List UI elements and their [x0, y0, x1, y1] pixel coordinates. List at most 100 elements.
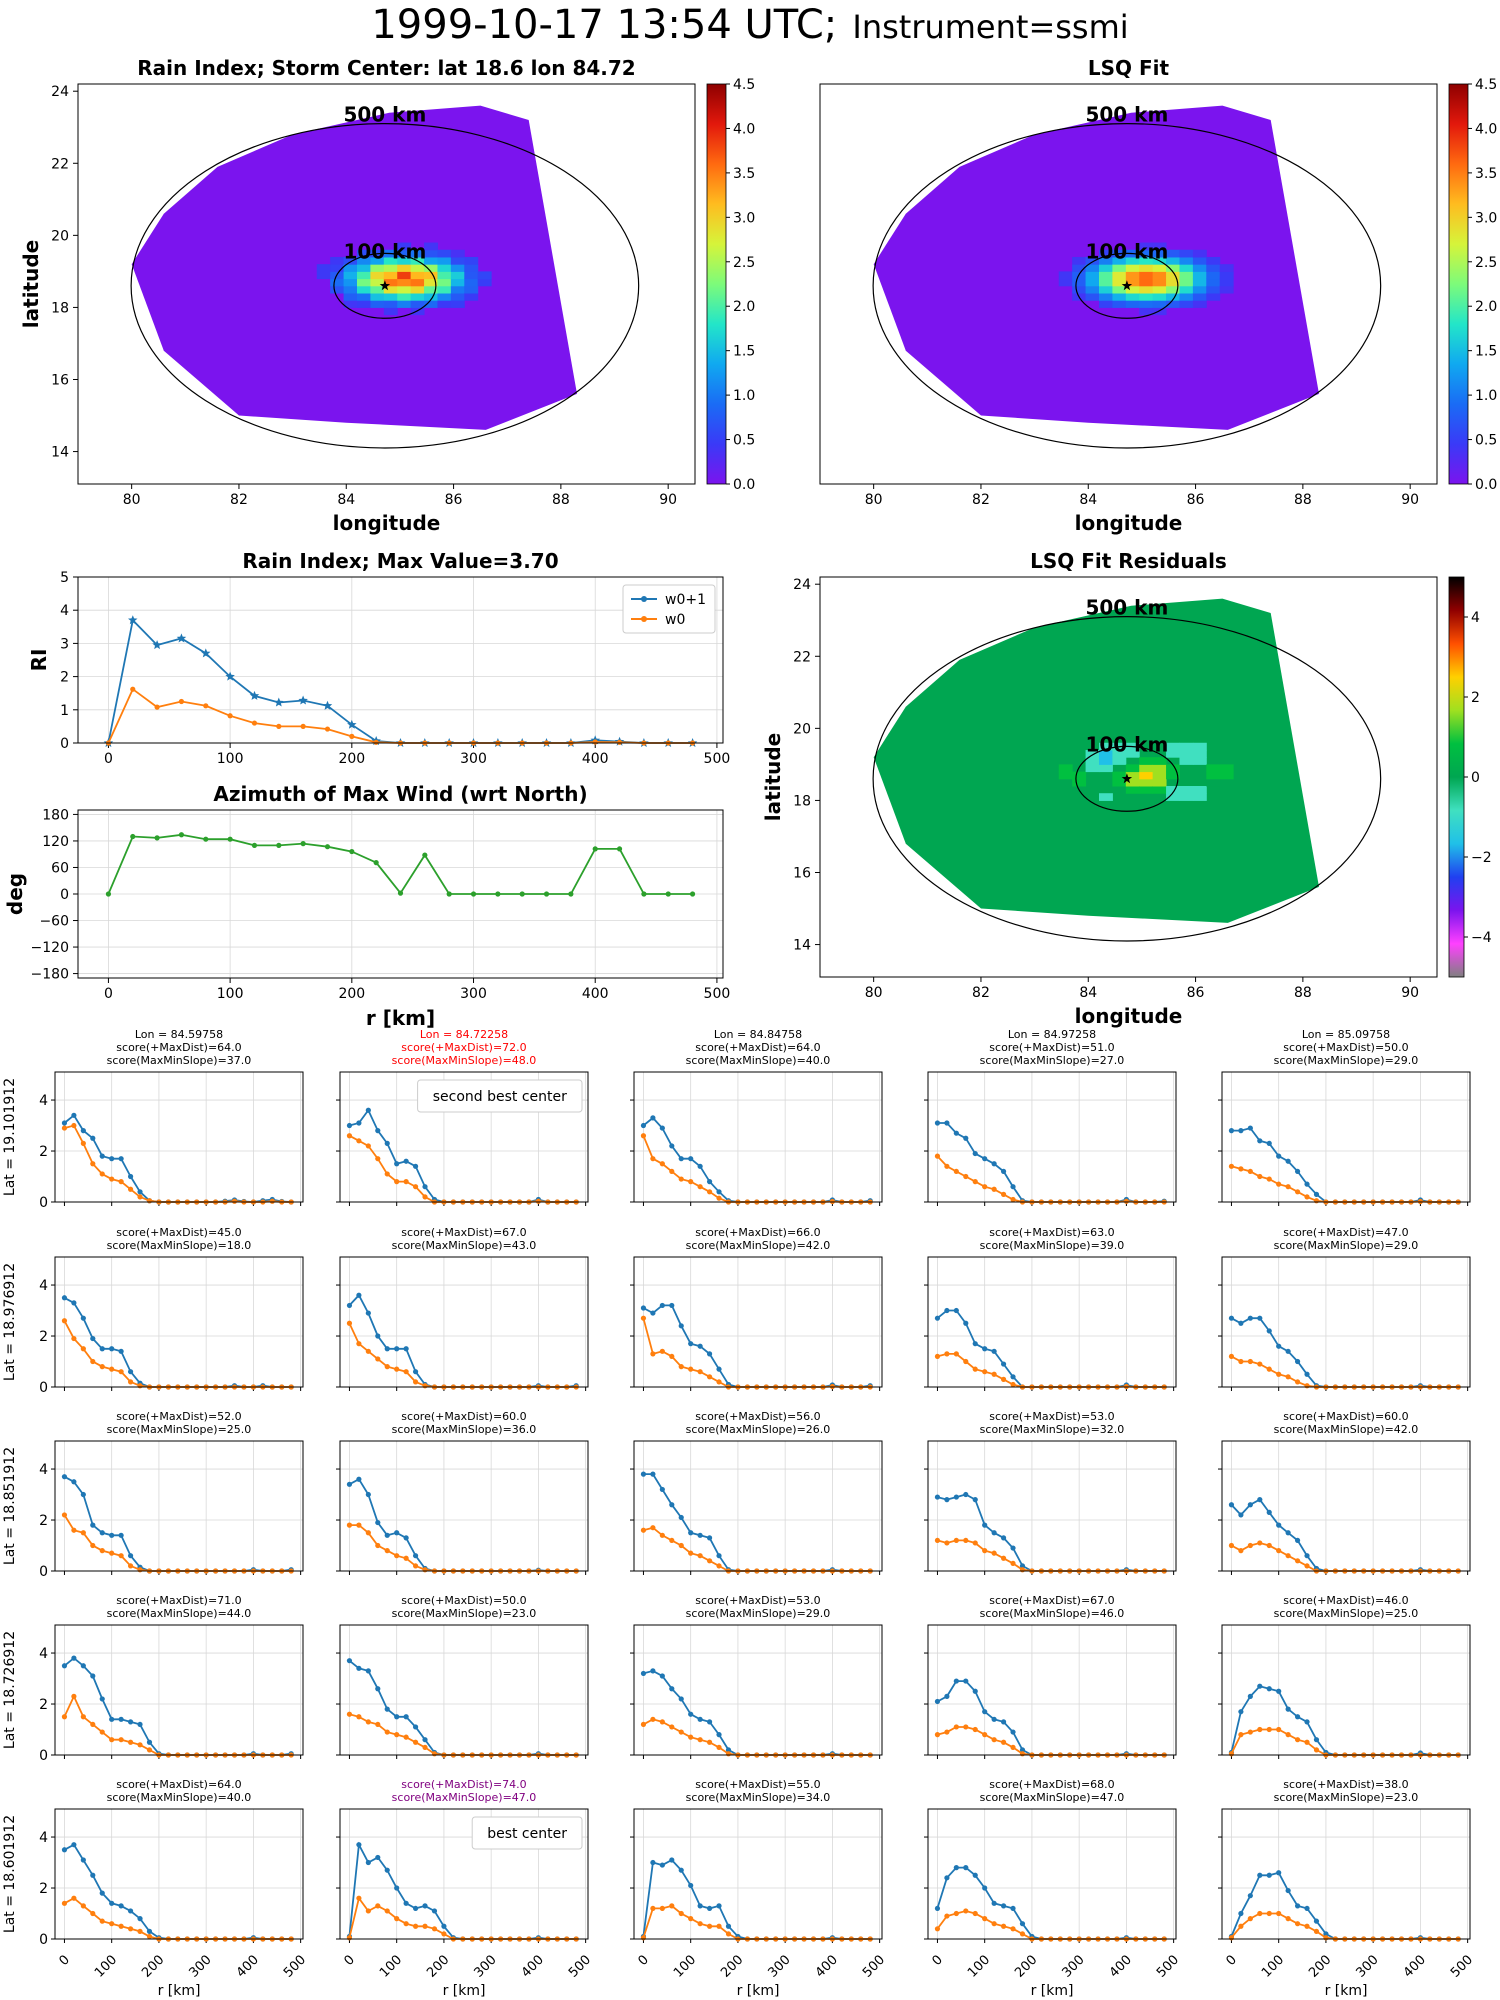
series-w0p1-point: [706, 1719, 713, 1725]
field-cell: [370, 264, 385, 272]
field-cell: [1219, 285, 1234, 294]
grid-cell-0-1: Lon = 84.72258score(+MaxDist)=72.0score(…: [336, 1028, 589, 1206]
series-w0-point: [934, 1732, 941, 1738]
x-tick-label: 100: [965, 1953, 993, 1981]
field-cell: [343, 264, 358, 272]
series-w0p1-point: [71, 1112, 77, 1118]
series-w0p1-point: [118, 1348, 124, 1354]
series-w0p1-point: [688, 1530, 694, 1536]
series-w0-point: [146, 1198, 153, 1204]
column-header: Lon = 85.09758: [1302, 1028, 1390, 1041]
series-w0p1-point: [953, 1494, 959, 1500]
field-cell: [397, 249, 412, 258]
series-w0-point: [1000, 1923, 1007, 1929]
residual-cell: [1206, 764, 1221, 773]
plot-area: [928, 1441, 1176, 1571]
axes-frame: [633, 1624, 883, 1756]
series-w0-point: [716, 1379, 722, 1385]
field-cell: [397, 300, 412, 308]
series-w0-point: [1417, 1198, 1423, 1205]
series-w0p1-point: [1294, 1537, 1301, 1544]
series-w0p1-point: [1294, 1714, 1301, 1720]
series-w0-point: [346, 1711, 353, 1717]
series-w0-point: [71, 1122, 77, 1129]
series-w0-point: [1000, 1376, 1007, 1382]
series-w0p1-point: [1010, 1184, 1016, 1190]
figure-title-main: 1999-10-17 13:54 UTC;: [371, 2, 837, 48]
series-w0-point: [1285, 1553, 1291, 1559]
series-w0-point: [650, 1156, 656, 1162]
score-maxdist: score(+MaxDist)=63.0: [989, 1226, 1114, 1239]
series-w0-point: [1294, 1189, 1301, 1195]
colorbar: 0.0 0.5 1.0 1.5 2.0 2.5 3.0 3.5 4.0 4.5: [1448, 77, 1497, 493]
series-azimuth-point: [641, 891, 647, 897]
series-w0p1-point: [109, 1156, 115, 1162]
series-w0p1-point: [412, 1905, 419, 1912]
series-w0p1-point: [1247, 1125, 1253, 1131]
series-w0-point: [137, 1567, 143, 1573]
series-w0p1-point: [1304, 1719, 1310, 1725]
residual-cell: [1058, 764, 1073, 773]
series-w0p1-point: [1000, 1903, 1007, 1909]
series-w0-point: [650, 1716, 656, 1722]
field-cell: [397, 271, 412, 280]
field-cell: [330, 256, 345, 265]
series-w0p1-point: [274, 697, 284, 707]
series-w0-point: [1019, 1751, 1026, 1757]
field-cell: [1085, 264, 1100, 272]
field-cell: [450, 300, 465, 308]
series-w0-point: [1313, 1747, 1320, 1753]
y-tick-label: 4: [39, 1830, 48, 1846]
x-tick-label: 300: [471, 1953, 499, 1981]
residual-cell: [1166, 793, 1180, 801]
series-w0p1-point: [441, 1923, 447, 1929]
series-w0p1-point: [90, 1522, 96, 1528]
series-w0-point: [688, 1366, 694, 1372]
residual-cell: [1098, 749, 1113, 758]
score-maxdist: score(+MaxDist)=45.0: [116, 1226, 241, 1239]
plot-area: [634, 1625, 882, 1755]
field-cell: [1072, 264, 1087, 272]
axes-frame: [339, 1624, 589, 1756]
series-w0p1-point: [982, 1346, 988, 1352]
field-cell: [397, 293, 412, 301]
score-maxminslope: score(MaxMinSlope)=47.0: [392, 1791, 537, 1804]
series-w0p1-point: [394, 1885, 400, 1891]
grid-cell-1-2: score(+MaxDist)=66.0score(MaxMinSlope)=4…: [630, 1226, 883, 1391]
y-tick-label: 0: [39, 1932, 48, 1948]
series-w0p1-point: [640, 1471, 647, 1477]
series-w0-point: [203, 703, 209, 709]
series-w0p1-point: [688, 1156, 694, 1162]
x-tick-label: 400: [1107, 1953, 1135, 1981]
axes-frame: [54, 1256, 304, 1388]
series-w0p1-point: [80, 1315, 86, 1321]
series-w0p1-point: [982, 1709, 988, 1715]
residual-cell: [1125, 749, 1140, 758]
series-w0p1-point: [356, 1476, 362, 1482]
series-w0p1-point: [659, 1486, 665, 1493]
residual-cell: [1179, 757, 1194, 765]
series-azimuth-point: [543, 891, 550, 897]
series-w0-point: [1257, 1361, 1263, 1367]
series-w0-point: [1257, 1540, 1263, 1546]
y-tick-label: 16: [51, 372, 69, 388]
field-cell: [410, 300, 425, 308]
series-w0p1-point: [356, 1292, 362, 1298]
series-w0p1-point: [422, 1737, 428, 1743]
series-w0-point: [412, 1739, 419, 1745]
field-cell: [383, 300, 398, 308]
field-cell: [1085, 256, 1100, 265]
field-cell: [1098, 293, 1113, 301]
grid-cell-3-0: score(+MaxDist)=71.0score(MaxMinSlope)=4…: [2, 1594, 304, 1764]
colorbar-bar: [1448, 576, 1465, 978]
axes-frame: [54, 1071, 304, 1203]
series-w0p1-point: [697, 1532, 703, 1538]
series-azimuth-point: [154, 835, 160, 841]
series-w0-point: [934, 1926, 941, 1932]
y-tick-label: 2: [39, 1697, 48, 1713]
field-cell: [1192, 264, 1207, 272]
series-w0-point: [365, 1348, 371, 1354]
series-w0-point: [269, 1198, 275, 1204]
series-w0p1-point: [127, 1908, 134, 1914]
residual-cell: [1192, 749, 1207, 758]
